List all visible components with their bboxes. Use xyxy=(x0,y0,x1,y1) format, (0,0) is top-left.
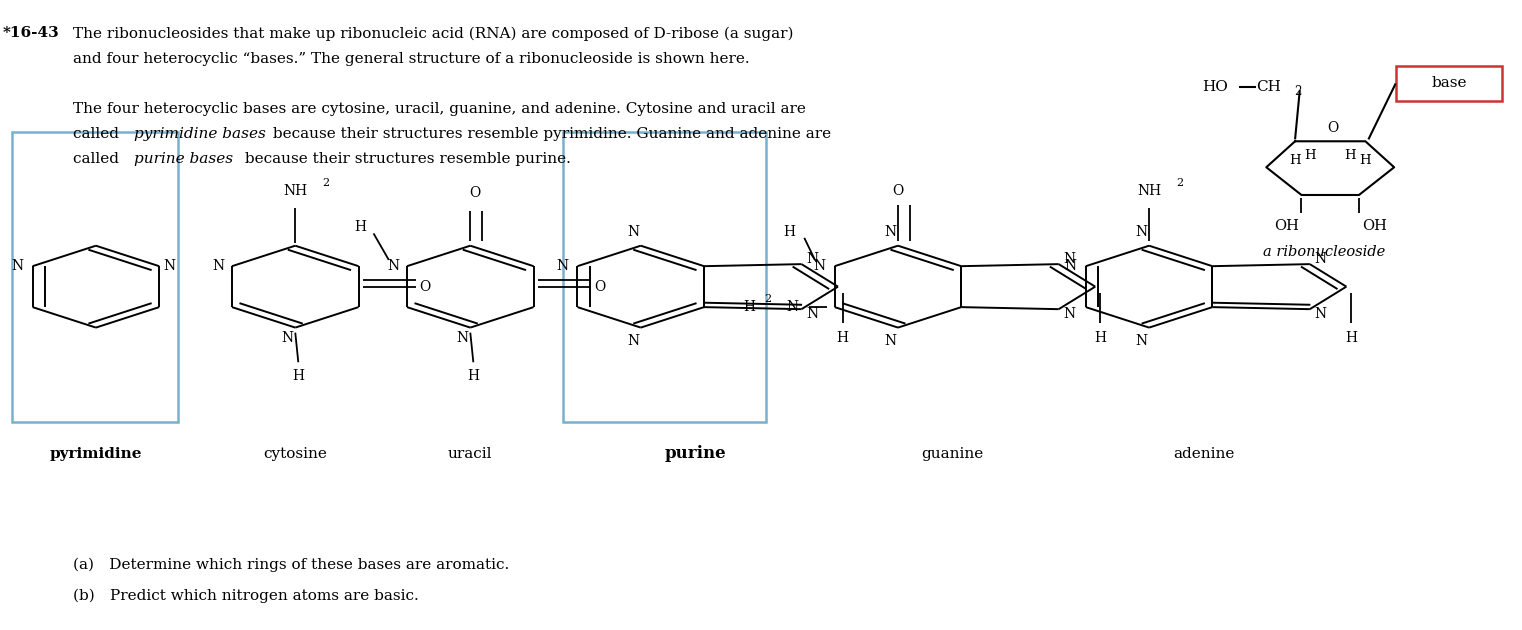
Text: adenine: adenine xyxy=(1173,447,1234,461)
Text: H: H xyxy=(355,220,365,234)
Text: O: O xyxy=(595,280,606,294)
Text: N: N xyxy=(164,259,177,273)
Text: (b) Predict which nitrogen atoms are basic.: (b) Predict which nitrogen atoms are bas… xyxy=(73,589,419,604)
Text: N: N xyxy=(212,259,224,273)
Text: N: N xyxy=(785,300,798,314)
Text: N: N xyxy=(11,259,23,273)
Bar xyxy=(563,132,766,422)
Text: and four heterocyclic “bases.” The general structure of a ribonucleoside is show: and four heterocyclic “bases.” The gener… xyxy=(73,52,750,66)
Text: pyrimidine bases: pyrimidine bases xyxy=(134,127,266,141)
Text: NH: NH xyxy=(283,185,307,198)
Text: 2: 2 xyxy=(1294,86,1301,98)
Text: CH: CH xyxy=(1256,80,1280,94)
Text: N: N xyxy=(1315,307,1327,321)
Text: The ribonucleosides that make up ribonucleic acid (RNA) are composed of D-ribose: The ribonucleosides that make up ribonuc… xyxy=(73,26,793,41)
Text: N: N xyxy=(1064,259,1076,273)
Bar xyxy=(1396,66,1502,101)
Text: called: called xyxy=(73,152,123,166)
Text: N: N xyxy=(813,259,825,273)
Text: N: N xyxy=(884,334,896,348)
Text: called: called xyxy=(73,127,123,141)
Text: H: H xyxy=(292,369,304,382)
Text: cytosine: cytosine xyxy=(263,447,327,461)
Text: OH: OH xyxy=(1362,219,1387,233)
Text: N: N xyxy=(1064,307,1076,321)
Text: H: H xyxy=(743,300,755,314)
Text: N: N xyxy=(1315,252,1327,266)
Text: H: H xyxy=(1345,331,1358,345)
Bar xyxy=(12,132,178,422)
Text: The four heterocyclic bases are cytosine, uracil, guanine, and adenine. Cytosine: The four heterocyclic bases are cytosine… xyxy=(73,102,807,116)
Text: 2: 2 xyxy=(1177,178,1184,188)
Text: H: H xyxy=(1094,331,1106,345)
Text: *16-43: *16-43 xyxy=(3,26,59,40)
Text: NH: NH xyxy=(1137,185,1161,198)
Text: H: H xyxy=(837,331,849,345)
Text: OH: OH xyxy=(1274,219,1298,233)
Text: N: N xyxy=(627,334,639,348)
Text: N: N xyxy=(282,331,294,345)
Text: O: O xyxy=(469,186,481,200)
Text: purine: purine xyxy=(665,445,726,462)
Text: purine bases: purine bases xyxy=(134,152,233,166)
Text: H: H xyxy=(784,224,794,239)
Text: N: N xyxy=(1064,252,1076,266)
Text: N: N xyxy=(1135,334,1148,348)
Text: N: N xyxy=(627,226,639,239)
Text: N: N xyxy=(457,331,469,345)
Text: O: O xyxy=(1327,121,1339,135)
Text: because their structures resemble purine.: because their structures resemble purine… xyxy=(240,152,571,166)
Text: N: N xyxy=(1135,226,1148,239)
Text: pyrimidine: pyrimidine xyxy=(50,447,142,461)
Text: guanine: guanine xyxy=(922,447,983,461)
Text: H: H xyxy=(1289,154,1301,168)
Text: base: base xyxy=(1431,76,1467,91)
Text: 2: 2 xyxy=(764,294,772,304)
Text: N: N xyxy=(884,226,896,239)
Text: N: N xyxy=(556,259,568,273)
Text: H: H xyxy=(467,369,479,382)
Text: H: H xyxy=(1359,154,1371,168)
Text: N: N xyxy=(387,259,399,273)
Text: N: N xyxy=(807,307,819,321)
Text: O: O xyxy=(420,280,431,294)
Text: HO: HO xyxy=(1202,80,1228,94)
Text: because their structures resemble pyrimidine. Guanine and adenine are: because their structures resemble pyrimi… xyxy=(268,127,831,141)
Text: a ribonucleoside: a ribonucleoside xyxy=(1263,245,1385,259)
Text: H: H xyxy=(1344,149,1356,162)
Text: N: N xyxy=(807,252,819,266)
Text: (a) Determine which rings of these bases are aromatic.: (a) Determine which rings of these bases… xyxy=(73,558,510,572)
Text: 2: 2 xyxy=(323,178,330,188)
Text: H: H xyxy=(1304,149,1317,162)
Text: O: O xyxy=(892,185,904,198)
Text: uracil: uracil xyxy=(447,447,493,461)
